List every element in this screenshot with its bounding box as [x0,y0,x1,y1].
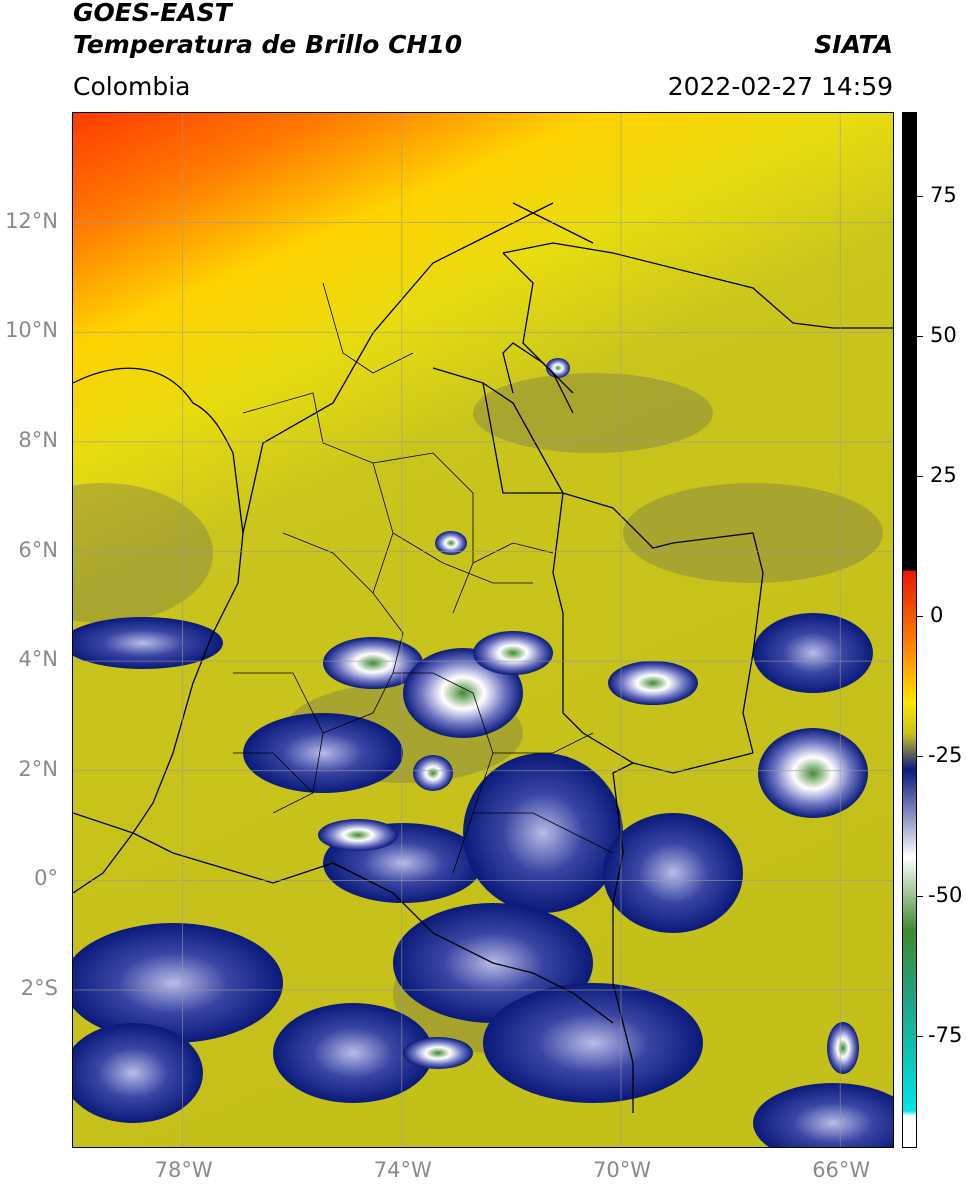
colorbar-tick-mark [917,196,923,197]
colorbar-tick-mark [917,336,923,337]
latitude-label: 2°N [18,756,58,781]
latitude-label: 4°N [18,647,58,672]
latitude-label: 10°N [5,318,58,343]
blue-cloud-cover [73,613,893,1147]
colorbar-tick-label: -50 [928,883,963,907]
colorbar-tick-label: 50 [930,323,957,347]
latitude-label: 8°N [18,427,58,452]
title-satellite: GOES-EAST [73,0,232,27]
colorbar [902,112,917,1148]
colorbar-tick-mark [917,476,923,477]
longitude-label: 70°W [593,1158,651,1182]
colorbar-tick-label: -75 [928,1023,963,1047]
colorbar-tick-mark [917,616,923,617]
colorbar-tick-label: 25 [930,463,957,487]
map-canvas [73,113,893,1147]
title-source: SIATA [814,30,893,59]
latitude-label: 2°S [20,976,58,1001]
colorbar-tick-label: -25 [928,743,963,767]
colorbar-tick-mark [917,1036,923,1037]
department-boundaries [233,282,614,874]
latitude-label: 12°N [5,208,58,233]
longitude-label: 74°W [373,1158,432,1182]
gridlines [73,113,893,1147]
subtitle-timestamp: 2022-02-27 14:59 [667,72,893,101]
title-product: Temperatura de Brillo CH10 [73,30,463,59]
satellite-map [72,112,894,1148]
latitude-label: 6°N [18,537,58,562]
colorbar-tick-mark [917,756,923,757]
colorbar-tick-label: 0 [930,603,944,627]
colorbar-tick-mark [917,896,923,897]
longitude-label: 66°W [812,1158,871,1182]
colorbar-gradient [903,113,916,1147]
country-boundaries [73,202,893,1113]
latitude-label: 0° [34,866,58,891]
colorbar-tick-label: 75 [930,183,957,207]
subtitle-region: Colombia [73,72,191,101]
longitude-label: 78°W [154,1158,213,1182]
